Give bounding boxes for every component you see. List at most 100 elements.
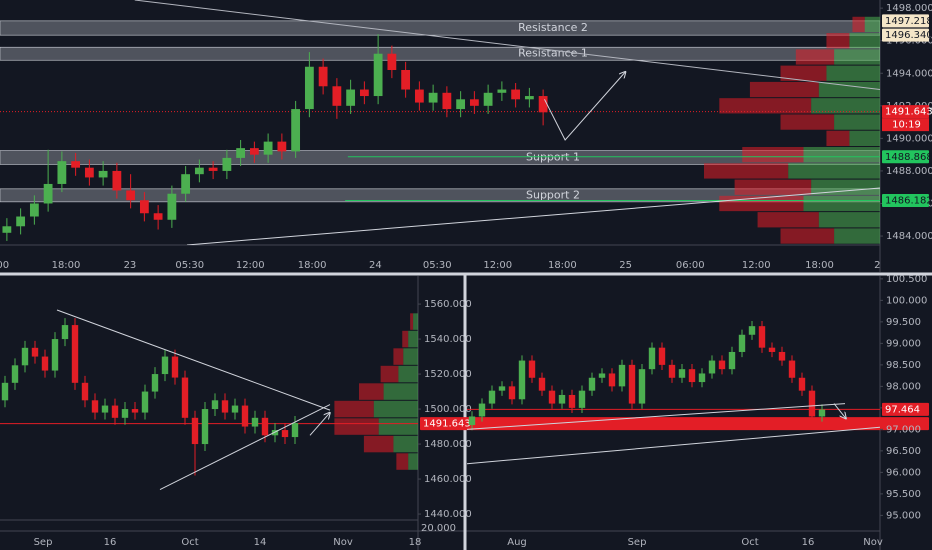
candle-body: [281, 430, 289, 438]
price-marker: [882, 150, 929, 164]
profile-buy: [408, 453, 418, 470]
candle-body: [181, 174, 191, 194]
candle-body: [678, 369, 686, 378]
zone: [0, 46, 880, 61]
candle-body: [608, 373, 616, 387]
candle-body: [498, 386, 506, 391]
y-tick-label: 97.000: [886, 424, 921, 435]
x-tick-label: Sep: [628, 537, 647, 548]
profile-buy: [834, 49, 880, 65]
y-tick-label: 1480.000: [424, 439, 472, 450]
candle-body: [346, 89, 356, 106]
price-marker: [420, 417, 929, 431]
candle-body: [111, 405, 119, 418]
y-tick-label: 1540.000: [424, 334, 472, 345]
candle-body: [139, 200, 149, 214]
profile-sell: [380, 365, 399, 383]
profile-buy: [818, 81, 880, 98]
candle-body: [718, 360, 726, 370]
candle-body: [818, 409, 826, 417]
candle-body: [598, 373, 606, 378]
candle-body: [538, 377, 546, 391]
profile-buy: [834, 114, 880, 130]
profile-sell: [402, 330, 409, 348]
candle-body: [359, 89, 369, 97]
candle-body: [373, 53, 383, 97]
y-tick-label: 100.500: [886, 274, 927, 285]
candle-body: [401, 70, 411, 90]
candle-body: [2, 226, 12, 233]
candle-body: [161, 356, 169, 375]
candle-body: [456, 99, 466, 110]
price-marker-label: 1496.340: [885, 30, 932, 41]
x-tick-label: Aug: [507, 537, 527, 548]
candle-body: [738, 334, 746, 352]
price-marker: [882, 194, 929, 208]
candle-body: [236, 148, 246, 158]
x-tick-label: 00: [0, 260, 9, 271]
profile-sell: [780, 65, 827, 81]
candle-body: [211, 400, 219, 410]
candle-body: [658, 347, 666, 365]
price-marker: [882, 402, 929, 416]
x-tick-label: 16: [802, 537, 815, 548]
candle-body: [153, 213, 163, 220]
profile-buy: [818, 212, 880, 228]
profile-buy: [803, 147, 880, 163]
profile-buy: [788, 163, 880, 179]
x-tick-label: 16: [104, 537, 117, 548]
candle-body: [788, 360, 796, 378]
candle-body: [57, 161, 67, 184]
candle-body: [126, 190, 136, 201]
x-tick-label: Oct: [181, 537, 198, 548]
x-tick-label: 06:00: [676, 260, 705, 271]
candle-body: [478, 403, 486, 417]
profile-sell: [334, 400, 374, 418]
candle-body: [808, 390, 816, 417]
candle-body: [387, 53, 397, 70]
profile-sell: [396, 453, 409, 470]
trend-line: [467, 403, 846, 430]
candle-body: [194, 167, 204, 175]
candle-body: [332, 86, 342, 106]
candle-body: [181, 377, 189, 418]
candle-body: [141, 391, 149, 413]
profile-sell: [826, 33, 850, 49]
y-tick-label: 1460.000: [424, 474, 472, 485]
candle-body: [548, 390, 556, 404]
candle-body: [428, 92, 438, 103]
candle-body: [251, 417, 259, 427]
trend-line: [134, 0, 880, 91]
profile-sell: [852, 16, 865, 33]
candle-body: [271, 430, 279, 436]
profile-sell: [826, 130, 850, 147]
candle-body: [688, 369, 696, 383]
candle-body: [71, 161, 81, 168]
price-marker: [882, 28, 929, 42]
forecast-arrow: [544, 72, 626, 141]
candle-body: [442, 92, 452, 110]
y-tick-label: 1440.000: [424, 509, 472, 520]
candle-body: [524, 96, 534, 100]
profile-sell: [358, 383, 384, 400]
profile-buy: [378, 418, 418, 435]
candle-body: [291, 423, 299, 438]
y-tick-label: 1494.000: [886, 68, 932, 79]
candle-body: [91, 400, 99, 413]
x-tick-label: 12:00: [742, 260, 771, 271]
profile-sell: [393, 348, 404, 365]
profile-sell: [334, 418, 379, 435]
profile-sell: [780, 228, 835, 244]
x-tick-label: 05:30: [423, 260, 452, 271]
profile-buy: [393, 435, 418, 453]
profile-sell: [749, 81, 819, 98]
candle-body: [112, 170, 122, 191]
candle-body: [16, 216, 26, 227]
profile-sell: [719, 98, 812, 114]
x-tick-label: 18:00: [52, 260, 81, 271]
candle-body: [11, 365, 19, 383]
candle-body: [748, 326, 756, 335]
price-marker-label: 1491.643: [885, 107, 932, 118]
